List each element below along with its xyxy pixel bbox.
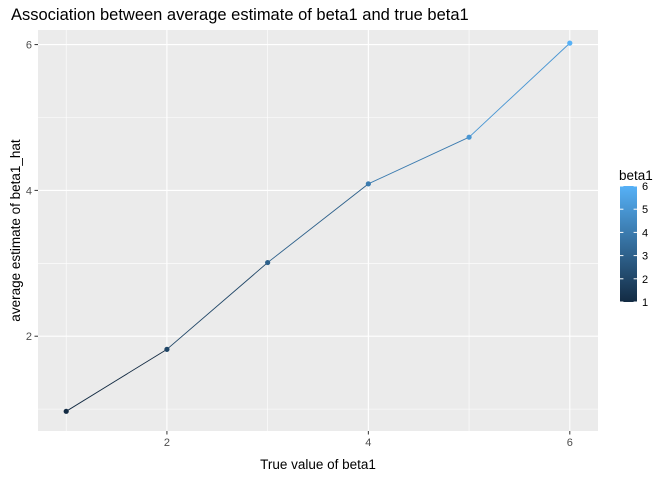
legend-tick-label: 5 — [642, 204, 648, 216]
legend-tick-label: 4 — [642, 227, 648, 239]
chart-title: Association between average estimate of … — [11, 6, 469, 24]
line-segment — [267, 183, 369, 263]
x-tick-label: 2 — [164, 437, 170, 449]
minor-gridlines — [38, 30, 598, 431]
data-point — [466, 134, 472, 140]
y-tick-label: 6 — [26, 40, 32, 52]
color-legend: beta1 1 2 3 4 5 6 — [619, 168, 653, 309]
data-point — [63, 408, 69, 414]
y-tick-label: 4 — [26, 185, 32, 197]
line-segment — [468, 42, 571, 138]
y-axis-title: average estimate of beta1_hat — [8, 139, 23, 322]
line-segment — [368, 136, 470, 185]
data-point — [365, 181, 371, 187]
legend-ticks: 1 2 3 4 5 6 — [620, 181, 648, 309]
x-axis-ticks: 2 4 6 — [164, 431, 573, 449]
data-point — [265, 259, 271, 266]
line-segment — [166, 262, 268, 350]
data-points — [63, 40, 573, 414]
x-axis-title: True value of beta1 — [260, 457, 376, 472]
x-tick-label: 4 — [365, 437, 371, 449]
plot-panel — [38, 30, 598, 431]
line-segment — [65, 348, 168, 412]
x-tick-label: 6 — [567, 437, 573, 449]
legend-tick-label: 6 — [642, 181, 648, 193]
major-gridlines — [38, 30, 598, 431]
legend-tick-label: 1 — [642, 297, 648, 309]
y-tick-label: 2 — [26, 331, 32, 343]
legend-tick-label: 2 — [642, 274, 648, 286]
series-line — [65, 42, 571, 412]
legend-tick-label: 3 — [642, 251, 648, 263]
legend-title: beta1 — [619, 168, 653, 183]
y-axis-ticks: 2 4 6 — [26, 40, 38, 343]
data-point — [164, 346, 170, 352]
data-point — [567, 40, 573, 46]
legend-colorbar — [620, 186, 637, 302]
